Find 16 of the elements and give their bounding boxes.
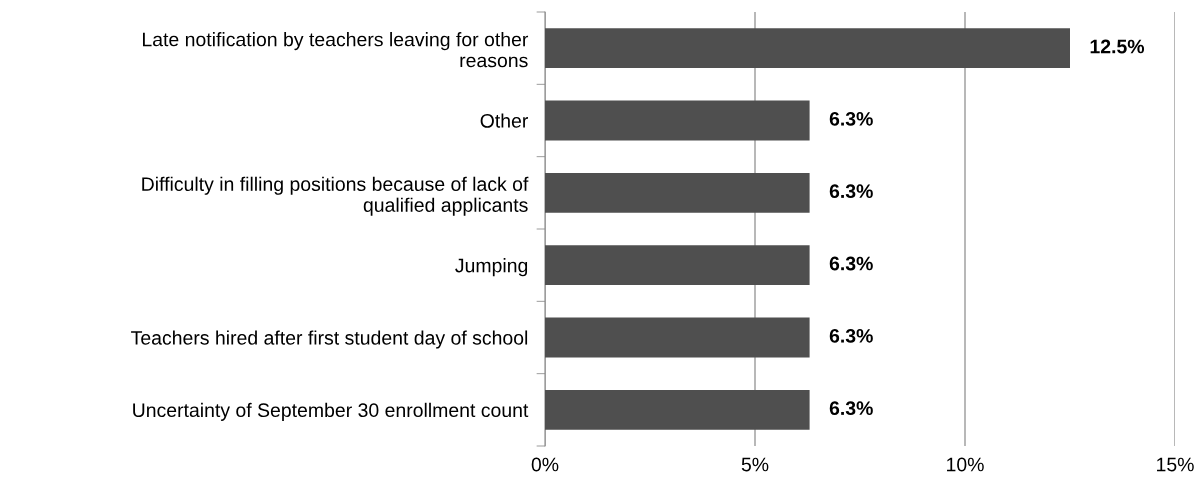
y-tick-label: Teachers hired after first student day of school <box>131 330 528 349</box>
y-tick-label: Difficulty in filling positions because of lack of qualified applicants <box>142 176 529 216</box>
data-label: 6.3% <box>829 401 873 416</box>
x-tick-label: 15% <box>1157 457 1194 472</box>
x-tick-label: 0% <box>531 457 559 472</box>
data-label: 6.3% <box>829 256 873 271</box>
y-tick-label: Other <box>480 113 529 128</box>
x-tick-label: 5% <box>741 457 769 472</box>
y-tick-label: Uncertainty of September 30 enrollment count <box>133 402 529 421</box>
data-label: 6.3% <box>829 328 873 343</box>
y-tick-label: Late notification by teachers leaving for other reasons <box>143 32 529 68</box>
data-label: 6.3% <box>829 184 873 199</box>
data-label: 6.3% <box>829 111 873 126</box>
x-tick-label: 10% <box>947 457 984 472</box>
y-tick-label: Jumping <box>455 258 528 277</box>
data-label: 12.5% <box>1090 39 1145 54</box>
